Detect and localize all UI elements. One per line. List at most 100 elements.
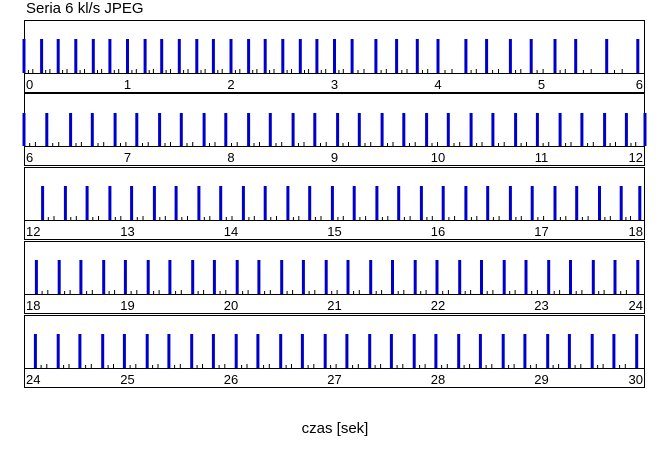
row-frame [24,241,645,314]
frame-bar [375,186,379,220]
x-tick-label: 4 [434,77,441,92]
frame-bar [612,334,616,368]
frame-bar [56,39,60,73]
frame-bar [40,39,44,73]
frame-bar [191,260,195,294]
frame-bar [291,113,295,146]
frame-bar [412,334,416,368]
frame-bar [357,113,361,146]
frame-bar [553,186,557,220]
x-tick-label: 1 [124,77,131,92]
timeline-row-0: 0 1 2 3 4 5 6 [22,20,645,93]
frame-bar [235,260,239,294]
frame-bar [286,186,290,220]
frame-bar [501,334,505,368]
frame-bar [524,260,528,294]
frame-bar [523,334,527,368]
frame-bar [263,186,267,220]
frame-bar [313,113,317,146]
frame-bar [553,39,557,73]
frame-bar [57,260,61,294]
frame-bar [281,39,285,73]
frame-bar [101,334,105,368]
frame-bar [301,260,305,294]
frame-bar [605,39,609,73]
frame-bar [22,39,26,73]
frame-bar [530,186,534,220]
frame-bar [135,113,139,146]
frame-bar [229,39,233,73]
frame-bar [212,260,216,294]
frame-bar [113,113,117,146]
x-tick-label: 14 [224,224,238,239]
frame-bar [457,334,461,368]
timeline-row-2: 12 13 14 15 16 17 18 [24,167,645,240]
frame-bar [613,260,617,294]
x-tick-label: 17 [534,224,548,239]
x-tick-label: 12 [629,150,643,165]
frame-bar [202,113,206,146]
frame-bar [122,334,126,368]
frame-bar [263,39,267,73]
frame-bar [603,113,607,146]
x-tick-label: 3 [331,77,338,92]
x-tick-label: 20 [224,298,238,313]
timeline-row-3: 18 19 20 21 22 23 24 [24,241,645,314]
frame-bar [514,113,518,146]
frame-bar [574,39,578,73]
frame-bar [508,39,512,73]
frame-bar [569,260,572,294]
x-axis-label: czas [sek] [301,420,369,437]
frame-bar [247,39,251,73]
x-tick-label: 23 [534,298,548,313]
frame-bar [195,39,199,73]
frame-bar [508,186,512,220]
frame-bar [464,39,468,73]
frame-bar [123,260,127,294]
frame-bar [22,113,26,146]
x-tick-label: 28 [431,372,445,387]
frame-bar [636,39,640,73]
x-tick-label: 19 [120,298,134,313]
frame-bar [108,39,112,73]
frame-bar [298,39,302,73]
frame-bar [478,334,482,368]
x-tick-label: 7 [124,150,131,165]
frame-bar [224,113,228,146]
frame-bar [78,334,82,368]
frame-bar [152,186,156,220]
frame-bar [280,260,284,294]
frame-bar [56,334,60,368]
frame-bar [425,113,429,146]
frame-bar [177,39,181,73]
x-tick-label: 6 [636,77,643,92]
frame-bar [108,186,112,220]
frame-bar [535,113,539,146]
frame-bar [598,186,601,220]
frame-bar [130,186,134,220]
frame-bar [352,186,356,220]
frame-bar [63,186,67,220]
frame-bar [79,260,83,294]
frame-bar [624,113,628,146]
frame-bar [33,334,37,368]
frame-bar [580,113,584,146]
x-tick-label: 0 [26,77,33,92]
frame-bar [635,334,639,368]
x-tick-label: 12 [26,224,40,239]
frame-bar [219,186,223,220]
frame-bar [380,113,384,146]
frame-bar [546,334,550,368]
x-tick-label: 18 [26,298,40,313]
frame-bar [567,334,571,368]
frame-bar [547,260,551,294]
frame-bar [315,39,319,73]
frame-bar [502,260,506,294]
frame-bar [336,113,340,146]
x-tick-label: 26 [224,372,238,387]
frame-bar [391,260,394,294]
timeline-row-1: 6 7 8 9 10 11 12 [22,93,647,166]
frame-bar [374,39,378,73]
x-tick-label: 16 [431,224,445,239]
frame-bar [529,39,533,73]
